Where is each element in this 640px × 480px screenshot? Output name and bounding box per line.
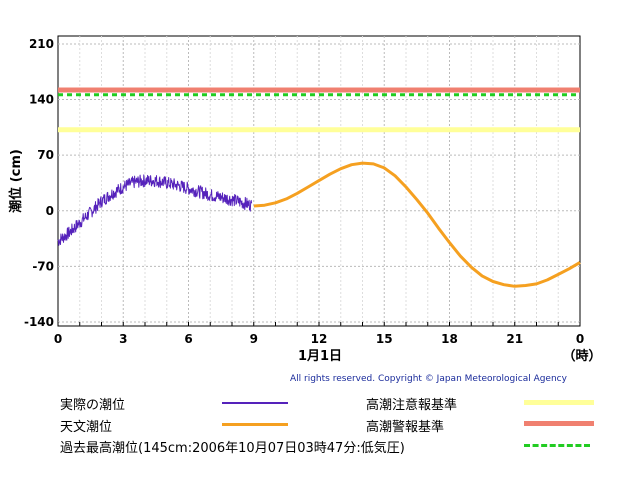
x-tick-label: 12 <box>311 332 328 346</box>
x-tick-label: 18 <box>441 332 458 346</box>
series-line <box>253 161 581 288</box>
legend-caution-swatch <box>524 400 594 405</box>
legend-astronomical-swatch <box>222 423 288 426</box>
y-ticks: 210 140 70 0 -70 -140 <box>24 37 54 329</box>
x-tick-label: 6 <box>184 332 192 346</box>
x-tick-label: 0 <box>54 332 62 346</box>
y-tick-label: 210 <box>29 37 54 51</box>
series-line <box>57 174 253 246</box>
x-ticks: 0 3 6 9 12 15 18 21 0 <box>54 322 584 346</box>
legend-record-label: 過去最高潮位(145cm:2006年10月07日03時47分:低気圧) <box>60 441 405 456</box>
x-tick-label: 15 <box>376 332 393 346</box>
y-tick-label: -140 <box>24 315 54 329</box>
x-axis-unit-label: （時） <box>562 348 601 364</box>
copyright-notice: All rights reserved. Copyright © Japan M… <box>290 374 567 384</box>
grid <box>58 36 580 326</box>
x-tick-label: 9 <box>250 332 258 346</box>
x-tick-label: 3 <box>119 332 127 346</box>
x-tick-label: 0 <box>576 332 584 346</box>
threshold-lines <box>58 87 580 133</box>
legend-caution-label: 高潮注意報基準 <box>366 398 458 413</box>
series-lines <box>57 161 581 288</box>
y-axis-label: 潮位 (cm) <box>8 149 24 213</box>
y-tick-label: 70 <box>37 148 54 162</box>
legend-astronomical-label: 天文潮位 <box>60 420 113 435</box>
legend-warning-label: 高潮警報基準 <box>366 420 445 435</box>
y-tick-label: 0 <box>46 204 54 218</box>
legend-record-swatch <box>524 444 590 447</box>
x-tick-label: 21 <box>506 332 523 346</box>
legend-warning-swatch <box>524 421 594 426</box>
y-tick-label: -70 <box>32 259 54 273</box>
legend-actual-swatch <box>222 402 288 404</box>
legend-actual-label: 実際の潮位 <box>60 398 126 413</box>
y-tick-label: 140 <box>29 93 54 107</box>
x-axis-date-label: 1月1日 <box>298 349 342 364</box>
